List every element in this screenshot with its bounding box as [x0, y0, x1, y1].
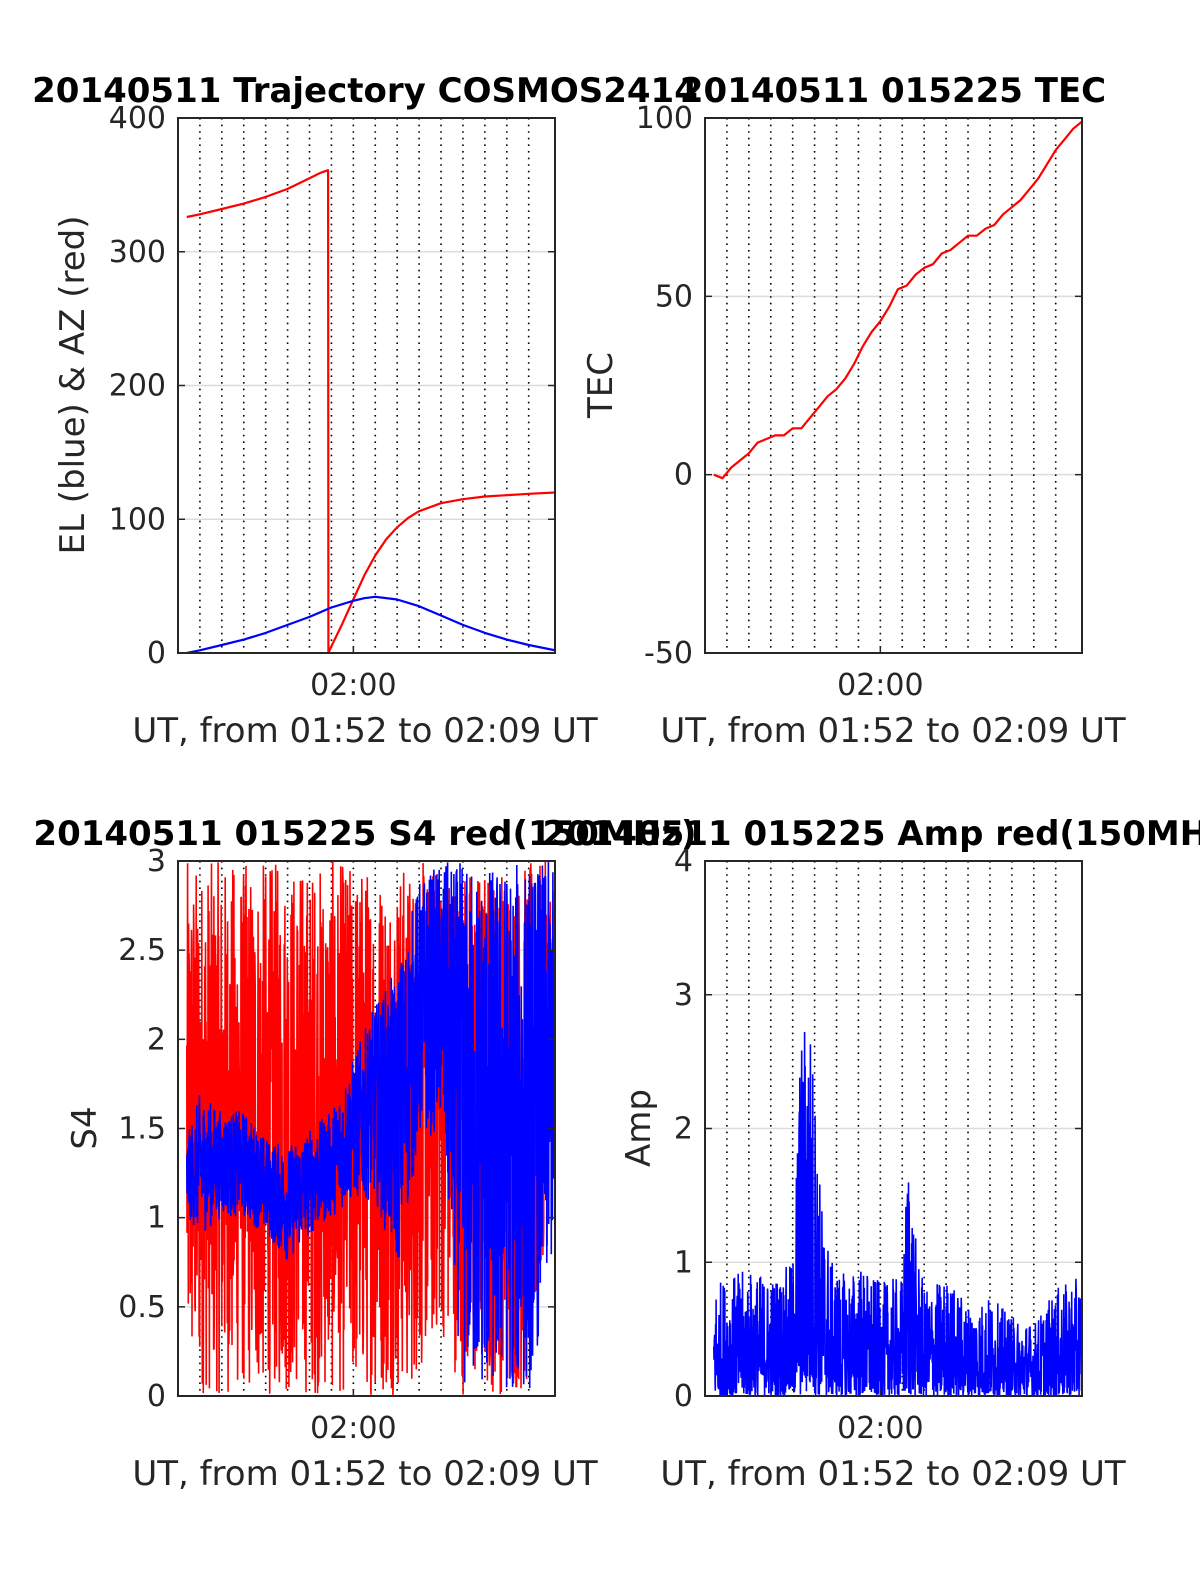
x-tick-label: 02:00	[310, 668, 396, 703]
plot-area	[713, 120, 1082, 480]
trajectory-panel: 0 100 200 300 400 02:00 20140511 Trajectory CO…	[32, 71, 698, 751]
y-tick-label: 1	[147, 1201, 166, 1236]
y-tick-label: -50	[644, 636, 693, 671]
y-tick-label: 2.5	[118, 933, 166, 968]
tec-ylabel: TEC	[581, 352, 621, 419]
tec-xlabel: UT, from 01:52 to 02:09 UT	[660, 711, 1126, 751]
y-tick-label: 0	[674, 1379, 693, 1414]
trajectory-ylabel: EL (blue) & AZ (red)	[53, 215, 93, 554]
y-tick-label: 4	[674, 844, 693, 879]
series-line	[186, 861, 555, 1389]
s4-panel: 0 0.5 1 1.5 2 2.5 3 02:00 20140511 015225 S4 red…	[33, 814, 696, 1494]
tec-panel: -50 0 50 100 02:00 20140511 015225 TEC UT, fro…	[581, 71, 1126, 751]
s4-ylabel: S4	[65, 1106, 105, 1149]
axes-box	[704, 117, 1083, 654]
series-line	[186, 169, 555, 653]
s4-title: 20140511 015225 S4 red(150MHz)	[33, 814, 696, 854]
y-tick-label: 50	[655, 279, 693, 314]
y-tick-label: 2	[674, 1112, 693, 1147]
y-tick-label: 0	[147, 1379, 166, 1414]
y-tick-label: 300	[109, 235, 166, 270]
y-tick-label: 1	[674, 1245, 693, 1280]
y-tick-label: 0	[147, 636, 166, 671]
y-tick-label: 100	[636, 101, 693, 136]
amp-xlabel: UT, from 01:52 to 02:09 UT	[660, 1454, 1126, 1494]
s4-xlabel: UT, from 01:52 to 02:09 UT	[132, 1454, 598, 1494]
x-tick-label: 02:00	[837, 1411, 923, 1446]
y-tick-label: 2	[147, 1022, 166, 1057]
y-tick-label: 1.5	[118, 1112, 166, 1147]
plot-area	[186, 169, 555, 653]
x-tick-label: 02:00	[837, 668, 923, 703]
y-tick-label: 0	[674, 458, 693, 493]
series-line	[713, 1031, 1082, 1396]
series-line	[186, 595, 555, 653]
amp-title: 20140511 015225 Amp red(150MHz)	[542, 814, 1200, 854]
trajectory-xlabel: UT, from 01:52 to 02:09 UT	[132, 711, 598, 751]
y-tick-label: 3	[674, 978, 693, 1013]
y-tick-label: 200	[109, 369, 166, 404]
y-tick-label: 3	[147, 844, 166, 879]
plot-area	[186, 861, 555, 1396]
plot-area	[713, 1031, 1082, 1396]
amp-ylabel: Amp	[619, 1089, 659, 1167]
x-tick-label: 02:00	[310, 1411, 396, 1446]
y-tick-label: 400	[109, 101, 166, 136]
series-line	[713, 120, 1082, 480]
amp-panel: 0 1 2 3 4 02:00 20140511 015225 Amp red(150MHz…	[542, 814, 1200, 1494]
y-tick-label: 100	[109, 502, 166, 537]
trajectory-title: 20140511 Trajectory COSMOS2414	[32, 71, 698, 111]
tec-title: 20140511 015225 TEC	[680, 71, 1106, 111]
y-tick-label: 0.5	[118, 1290, 166, 1325]
